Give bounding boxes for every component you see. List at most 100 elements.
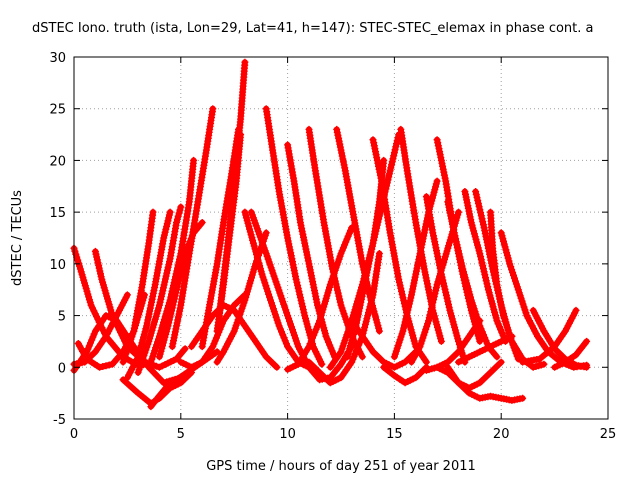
data-point-marker [362, 318, 370, 325]
data-point-marker [373, 224, 381, 232]
data-point-marker [400, 321, 408, 329]
data-point-marker [430, 293, 438, 301]
data-point-marker [472, 191, 480, 198]
data-point-marker [336, 295, 344, 303]
data-point-marker [428, 302, 436, 310]
data-point-marker [497, 358, 505, 366]
data-point-marker [400, 324, 408, 332]
data-point-marker [294, 281, 302, 289]
series-34 [380, 363, 430, 387]
data-point-marker [169, 301, 177, 309]
data-point-marker [455, 247, 462, 255]
data-point-marker [375, 250, 383, 257]
data-point-marker [399, 327, 407, 335]
chart-title: dSTEC Iono. truth (ista, Lon=29, Lat=41,… [32, 21, 594, 36]
data-point-marker [441, 285, 449, 293]
data-point-marker [295, 287, 303, 295]
x-axis-title: GPS time / hours of day 251 of year 2011 [206, 459, 476, 474]
data-point-marker [479, 265, 487, 273]
data-point-marker [150, 287, 158, 294]
x-tick-label: 25 [600, 427, 617, 442]
data-point-marker [348, 224, 356, 232]
data-point-marker [388, 158, 396, 166]
series-3 [70, 291, 131, 368]
data-point-marker [174, 280, 182, 288]
data-point-marker [427, 308, 435, 316]
series-49 [433, 317, 484, 371]
data-point-marker [173, 283, 181, 291]
data-point-marker [481, 334, 489, 342]
series-44 [519, 306, 580, 366]
data-point-marker [175, 209, 183, 217]
data-point-marker [378, 203, 386, 211]
y-tick-label: 15 [49, 206, 66, 221]
data-point-marker [508, 332, 516, 340]
data-point-marker [395, 275, 403, 283]
data-point-marker [431, 290, 439, 298]
data-point-marker [335, 292, 343, 300]
data-point-marker [85, 342, 93, 350]
data-point-marker [451, 232, 459, 240]
data-point-marker [375, 215, 383, 223]
data-point-marker [473, 194, 481, 201]
data-point-marker [164, 322, 172, 330]
series-9 [147, 156, 198, 366]
data-point-marker [89, 333, 97, 341]
data-point-marker [404, 306, 412, 314]
data-point-marker [371, 233, 378, 241]
data-point-marker [299, 303, 307, 310]
data-point-marker [540, 360, 548, 368]
data-point-marker [213, 348, 221, 356]
data-point-marker [444, 297, 452, 305]
data-point-marker [434, 255, 442, 263]
data-point-marker [572, 306, 580, 314]
series-17 [213, 131, 245, 335]
data-point-marker [391, 146, 399, 154]
data-point-marker [393, 137, 401, 145]
data-point-marker [176, 206, 184, 214]
data-point-marker [477, 253, 485, 260]
data-point-marker [479, 262, 487, 270]
data-point-marker [294, 284, 302, 292]
data-point-marker [334, 289, 342, 297]
series-27 [213, 229, 270, 366]
data-point-marker [383, 182, 391, 190]
series-19 [241, 208, 313, 371]
data-point-marker [494, 320, 502, 328]
data-point-marker [152, 362, 160, 370]
data-point-marker [389, 155, 397, 163]
data-point-marker [440, 171, 448, 179]
data-point-marker [478, 328, 486, 336]
data-point-marker [102, 362, 110, 370]
data-point-marker [480, 268, 488, 276]
data-point-marker [474, 197, 482, 204]
plot-area [70, 58, 591, 411]
data-point-marker [318, 360, 326, 368]
data-point-marker [298, 300, 306, 307]
x-tick-label: 5 [177, 427, 185, 442]
series-32 [343, 131, 403, 361]
data-point-marker [144, 316, 152, 324]
data-point-marker [455, 337, 462, 345]
data-point-marker [273, 363, 281, 371]
y-tick-label: 0 [58, 361, 66, 376]
data-point-marker [165, 316, 173, 324]
data-point-marker [400, 297, 408, 304]
data-point-marker [458, 262, 466, 270]
data-point-marker [209, 105, 217, 113]
data-point-marker [166, 208, 174, 216]
data-point-marker [403, 312, 410, 320]
data-point-marker [425, 317, 433, 325]
series-29 [284, 224, 356, 373]
data-point-marker [83, 348, 91, 356]
data-point-marker [429, 229, 437, 237]
data-point-marker [88, 336, 96, 344]
axes: 0 5 10 15 20 25 -5 0 5 10 15 20 25 30 [49, 51, 616, 442]
data-point-marker [426, 311, 434, 319]
series-6 [119, 208, 157, 366]
data-point-marker [237, 131, 245, 139]
data-point-marker [297, 297, 305, 304]
data-point-marker [430, 296, 438, 304]
data-point-marker [457, 259, 465, 267]
data-point-marker [395, 278, 403, 286]
